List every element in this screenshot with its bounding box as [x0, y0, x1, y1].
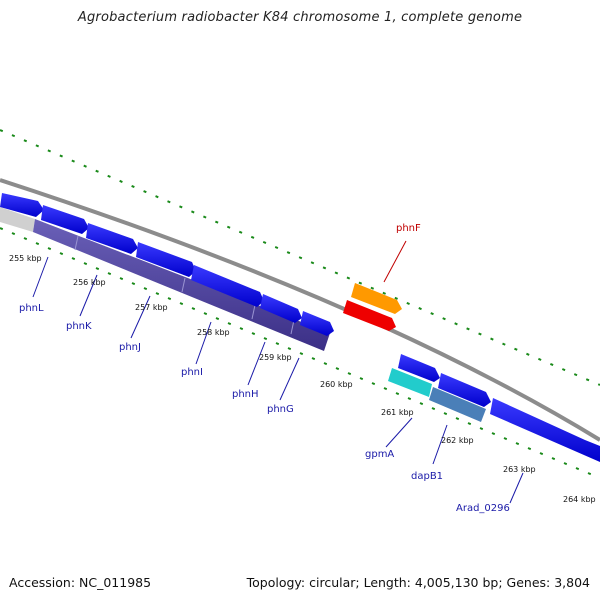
cds-arrow	[260, 294, 302, 323]
cds-arrow	[0, 193, 44, 217]
red-feature	[343, 300, 396, 331]
gene-label-phnH[interactable]: phnH	[232, 389, 259, 400]
orange-feature	[351, 283, 402, 314]
gene-label-phnG[interactable]: phnG	[267, 404, 294, 415]
label-leaders	[32, 240, 524, 504]
cds-arrow	[136, 242, 196, 277]
blue-cds-arrows	[0, 193, 600, 462]
cds-arrow	[398, 354, 440, 382]
gene-label-gpmA[interactable]: gpmA	[365, 449, 394, 460]
kbp-label: 255 kbp	[9, 254, 42, 263]
kbp-label: 256 kbp	[73, 278, 106, 287]
gene-label-phnL[interactable]: phnL	[19, 303, 44, 314]
outer-tick-track	[0, 129, 600, 386]
gene-label-phnJ[interactable]: phnJ	[119, 342, 141, 353]
gene-labels: phnL phnK phnJ phnI phnH phnG phnF gpmA …	[19, 223, 510, 514]
kbp-label: 258 kbp	[197, 328, 230, 337]
kbp-label: 257 kbp	[135, 303, 168, 312]
gene-label-dapB1[interactable]: dapB1	[411, 471, 443, 482]
steel-feature	[429, 387, 486, 422]
gene-label-phnF[interactable]: phnF	[396, 223, 421, 234]
kbp-label: 264 kbp	[563, 495, 596, 504]
cds-arrow	[191, 265, 264, 307]
cyan-feature	[388, 368, 432, 397]
cds-arrow	[41, 205, 89, 234]
accession-text: Accession: NC_011985	[9, 575, 152, 590]
kbp-label: 259 kbp	[259, 353, 292, 362]
kbp-label: 261 kbp	[381, 408, 414, 417]
kbp-label: 263 kbp	[503, 465, 536, 474]
gray-feature	[0, 207, 35, 232]
kbp-label: 260 kbp	[320, 380, 353, 389]
cds-arrow	[438, 373, 491, 407]
cds-arrow	[300, 311, 334, 336]
kbp-labels: 255 kbp 256 kbp 257 kbp 258 kbp 259 kbp …	[9, 254, 596, 504]
gene-label-arad-0296[interactable]: Arad_0296	[456, 503, 510, 514]
topology-text: Topology: circular; Length: 4,005,130 bp…	[246, 575, 590, 590]
cds-arrow	[86, 223, 138, 254]
slate-features	[33, 219, 330, 351]
inner-tick-track	[0, 227, 600, 479]
kbp-label: 262 kbp	[441, 436, 474, 445]
cds-arrow	[490, 398, 600, 462]
backbone	[0, 178, 600, 442]
gene-label-phnI[interactable]: phnI	[181, 367, 203, 378]
map-title: Agrobacterium radiobacter K84 chromosome…	[77, 10, 523, 25]
gene-label-phnK[interactable]: phnK	[66, 321, 92, 332]
